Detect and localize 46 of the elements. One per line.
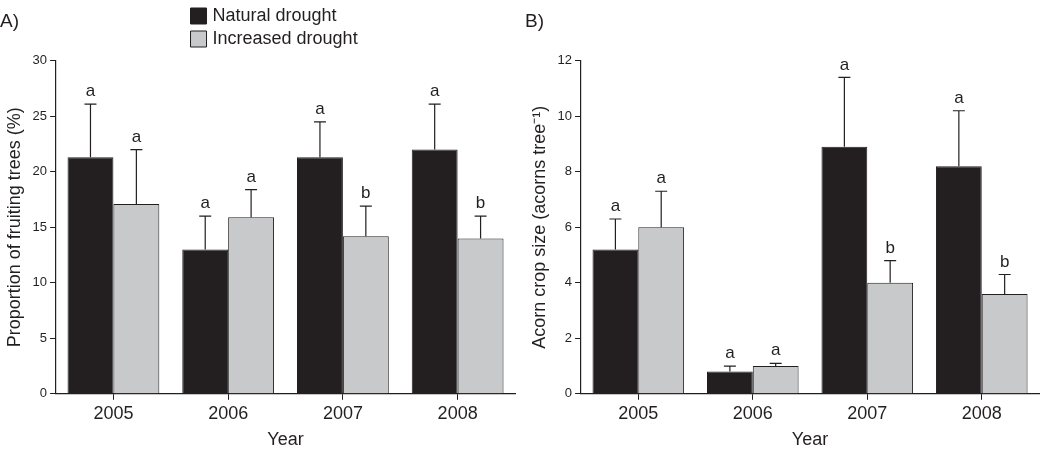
x-axis-title: Year bbox=[791, 429, 829, 450]
annotation: a bbox=[315, 99, 326, 119]
x-tick-label: 2007 bbox=[847, 402, 888, 423]
annotation: b bbox=[885, 237, 895, 257]
x-tick-label: 2005 bbox=[618, 402, 659, 423]
y-tick-label: 12 bbox=[557, 52, 573, 68]
x-tick-label: 2006 bbox=[208, 402, 249, 423]
y-tick-label: 4 bbox=[564, 274, 573, 290]
x-tick-label: 2008 bbox=[961, 402, 1002, 423]
annotation: a bbox=[429, 81, 440, 101]
y-axis-title: Proportion of fruiting trees (%) bbox=[3, 107, 24, 348]
legend-label: Natural drought bbox=[212, 4, 337, 25]
y-axis-title: Acorn crop size (acorns tree⁻¹) bbox=[528, 105, 549, 349]
annotation: a bbox=[610, 196, 621, 216]
annotation: a bbox=[246, 166, 257, 186]
annotation: a bbox=[770, 340, 781, 360]
y-tick-label: 10 bbox=[32, 274, 48, 290]
annotation: a bbox=[954, 87, 965, 107]
y-tick-label: 30 bbox=[32, 52, 48, 68]
y-tick-label: 5 bbox=[39, 329, 48, 345]
annotation: b bbox=[475, 193, 486, 213]
chart-title: B) bbox=[525, 9, 544, 31]
annotation: a bbox=[839, 54, 850, 74]
annotation: b bbox=[999, 251, 1010, 271]
x-tick-label: 2007 bbox=[322, 402, 363, 423]
y-tick-label: 20 bbox=[32, 163, 48, 179]
y-tick-label: 6 bbox=[564, 218, 573, 234]
chart-title: A) bbox=[0, 9, 19, 31]
annotation: a bbox=[656, 168, 667, 188]
x-axis-title: Year bbox=[267, 429, 304, 450]
y-tick-label: 8 bbox=[564, 163, 573, 179]
annotation: a bbox=[725, 343, 736, 363]
y-tick-label: 0 bbox=[39, 385, 48, 401]
x-tick-label: 2005 bbox=[93, 402, 134, 423]
x-tick-label: 2008 bbox=[437, 402, 478, 423]
annotation: a bbox=[131, 126, 142, 146]
y-tick-label: 10 bbox=[557, 107, 573, 123]
y-tick-label: 25 bbox=[32, 107, 48, 123]
annotation: b bbox=[361, 183, 371, 203]
x-tick-label: 2006 bbox=[732, 402, 773, 423]
y-tick-label: 15 bbox=[32, 218, 48, 234]
annotation: a bbox=[85, 81, 96, 101]
y-tick-label: 2 bbox=[564, 329, 573, 345]
legend-label: Increased drought bbox=[212, 27, 358, 48]
y-tick-label: 0 bbox=[564, 385, 573, 401]
annotation: a bbox=[200, 193, 211, 213]
